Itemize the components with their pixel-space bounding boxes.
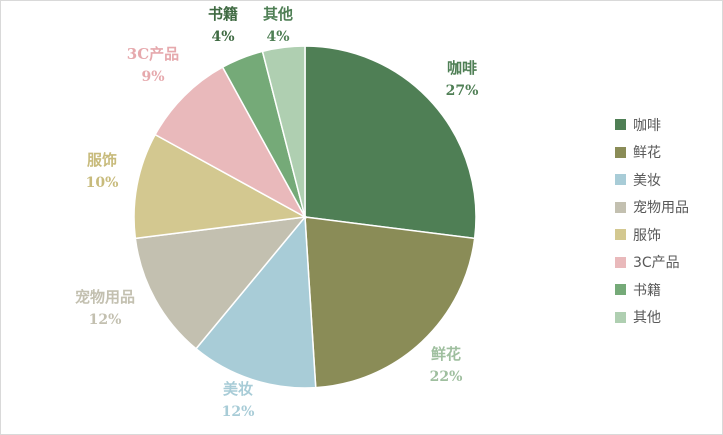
- legend: 咖啡鲜花美妆宠物用品服饰 3C产品书籍其他: [615, 111, 720, 331]
- slice-percent-label: 4%: [266, 29, 289, 45]
- legend-item: 宠物用品: [615, 194, 720, 222]
- slice-category-label: 咖啡: [447, 59, 477, 77]
- legend-label: 美妆: [633, 172, 661, 189]
- slice-category-label: 书籍: [208, 5, 238, 23]
- legend-swatch: [615, 284, 626, 296]
- slices-layer: [133, 45, 477, 389]
- pie-slice: [194, 215, 317, 389]
- data-labels-layer: 咖啡 27% 鲜花 22% 美妆 12% 宠物用品 12% 服饰 10% 3C产品 9% 书籍 4% 其他 4…: [75, 5, 478, 420]
- slice-category-label: 其他: [263, 5, 293, 23]
- slice-percent-label: 22%: [430, 369, 463, 385]
- legend-label: 书籍: [633, 282, 661, 299]
- slice-percent-label: 9%: [141, 69, 164, 85]
- legend-swatch: [615, 119, 626, 131]
- slice-percent-label: 4%: [211, 29, 234, 45]
- slice-category-label: 鲜花: [431, 345, 461, 363]
- slice-category-label: 3C产品: [127, 45, 179, 63]
- pie-slice: [304, 45, 477, 240]
- slice-category-label: 宠物用品: [75, 288, 135, 306]
- slice-percent-label: 27%: [446, 83, 479, 99]
- pie-slice: [134, 216, 307, 350]
- pie-slice: [261, 45, 306, 218]
- legend-item: 鲜花: [615, 139, 720, 167]
- legend-label: 鲜花: [633, 145, 661, 162]
- legend-item: 3C产品: [615, 249, 720, 277]
- legend-swatch: [615, 201, 626, 213]
- legend-item: 服饰: [615, 221, 720, 249]
- legend-item: 其他: [615, 304, 720, 332]
- slice-category-label: 美妆: [223, 380, 253, 398]
- legend-item: 咖啡: [615, 111, 720, 139]
- pie-slice: [133, 133, 308, 240]
- slice-percent-label: 10%: [86, 175, 119, 191]
- legend-swatch: [615, 146, 626, 158]
- legend-swatch: [615, 229, 626, 241]
- pie-slice: [304, 216, 476, 389]
- legend-swatch: [615, 256, 626, 268]
- legend-label: 服饰: [633, 227, 661, 244]
- slice-category-label: 服饰: [87, 151, 117, 169]
- pie-slice: [154, 66, 307, 219]
- legend-swatch: [615, 311, 626, 323]
- legend-swatch: [615, 174, 626, 186]
- slice-percent-label: 12%: [89, 312, 122, 328]
- legend-label: 咖啡: [633, 117, 661, 134]
- legend-label: 3C产品: [633, 255, 680, 272]
- legend-label: 宠物用品: [633, 200, 689, 217]
- legend-item: 美妆: [615, 166, 720, 194]
- legend-label: 其他: [633, 310, 661, 327]
- slice-percent-label: 12%: [222, 404, 255, 420]
- legend-item: 书籍: [615, 276, 720, 304]
